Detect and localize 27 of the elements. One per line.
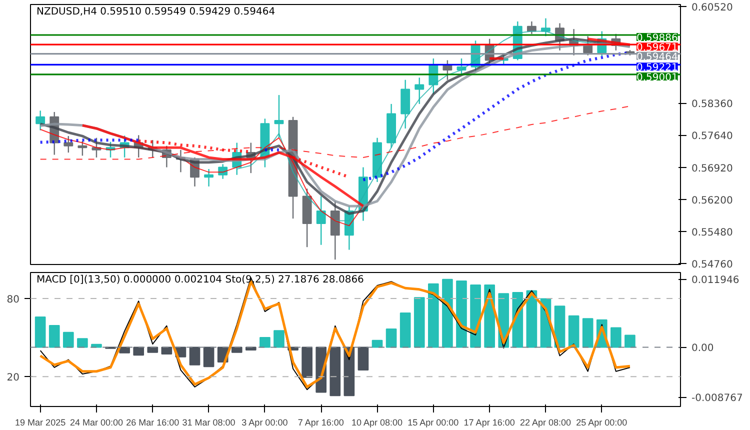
- ref-line-label: 0.59464: [636, 52, 678, 63]
- x-tick-label: 19 Mar 2025: [15, 418, 66, 428]
- y-tick-label: 0.55480: [692, 228, 733, 238]
- x-tick-label: 22 Apr 08:00: [520, 418, 572, 428]
- ref-line-label: 0.59001: [636, 72, 678, 84]
- y2-tick-label: 20: [6, 372, 20, 384]
- y-tick-label: 0.00: [692, 343, 714, 354]
- y-tick-label: 0.011946: [692, 275, 740, 286]
- y-tick-label: 0.56200: [692, 195, 733, 206]
- x-tick-label: 25 Apr 00:00: [576, 418, 628, 428]
- chart-title: NZDUSD,H4 0.59510 0.59549 0.59429 0.59464: [36, 6, 276, 18]
- y-tick-label: 0.60520: [692, 2, 733, 14]
- y-tick-label: 0.54760: [692, 260, 733, 271]
- x-tick-label: 17 Apr 16:00: [464, 418, 515, 428]
- x-tick-label: 3 Apr 00:00: [242, 418, 288, 428]
- y-tick-label: 0.57640: [692, 131, 733, 142]
- y-tick-label: 0.58360: [692, 99, 733, 110]
- y2-tick-label: 80: [6, 294, 20, 306]
- x-tick-label: 24 Mar 00:00: [70, 418, 124, 428]
- x-tick-label: 7 Apr 16:00: [298, 418, 344, 428]
- x-tick-label: 15 Apr 00:00: [408, 418, 459, 428]
- x-tick-label: 31 Mar 08:00: [182, 418, 236, 428]
- x-tick-label: 26 Mar 16:00: [126, 418, 180, 428]
- y-tick-label: -0.008767: [692, 393, 743, 404]
- ref-line-label: 0.59886: [636, 33, 678, 44]
- y-tick-label: 0.56920: [692, 163, 733, 174]
- x-tick-label: 10 Apr 08:00: [351, 418, 403, 428]
